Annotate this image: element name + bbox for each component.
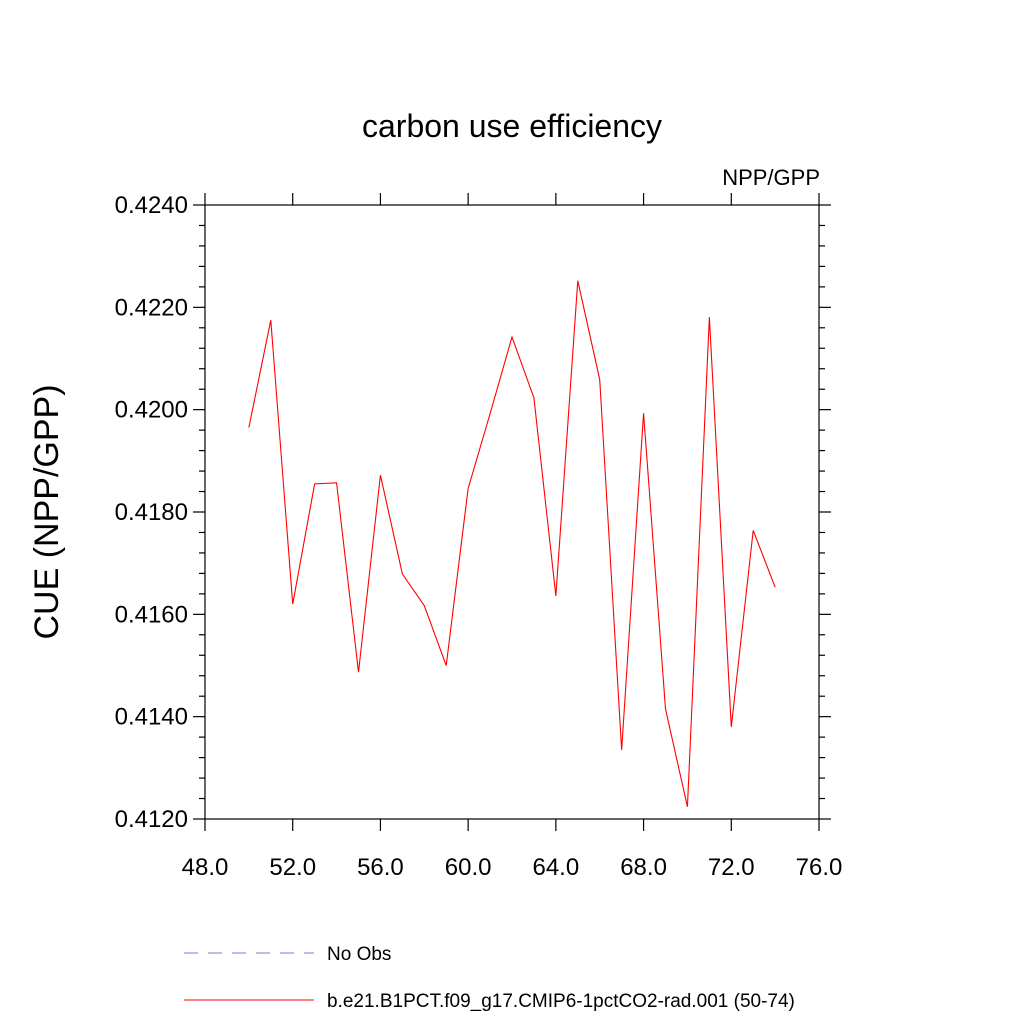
axis-ticks xyxy=(193,193,831,831)
x-tick-labels: 48.0 52.0 56.0 60.0 64.0 68.0 72.0 76.0 xyxy=(182,854,843,881)
plot-frame xyxy=(204,204,820,820)
y-axis-label: CUE (NPP/GPP) xyxy=(28,384,66,639)
x-tick-label: 56.0 xyxy=(357,854,404,881)
x-tick-label: 64.0 xyxy=(532,854,579,881)
x-tick-label: 76.0 xyxy=(796,854,843,881)
legend-label: No Obs xyxy=(327,944,391,965)
y-tick-labels: 0.4120 0.4140 0.4160 0.4180 0.4200 0.4220 0.42… xyxy=(115,192,188,833)
legend-label: b.e21.B1PCT.f09_g17.CMIP6-1pctCO2-rad.00… xyxy=(327,991,795,1012)
x-tick-label: 48.0 xyxy=(182,854,229,881)
chart-title: carbon use efficiency xyxy=(362,108,662,144)
series-lines xyxy=(248,280,776,807)
x-tick-label: 60.0 xyxy=(445,854,492,881)
y-tick-label: 0.4120 xyxy=(115,806,188,833)
y-tick-label: 0.4240 xyxy=(115,192,188,219)
series-line xyxy=(248,280,776,807)
y-tick-label: 0.4220 xyxy=(115,294,188,321)
y-tick-label: 0.4160 xyxy=(115,601,188,628)
legend: No Obs b.e21.B1PCT.f09_g17.CMIP6-1pctCO2-… xyxy=(184,944,795,1012)
y-tick-label: 0.4140 xyxy=(115,704,188,731)
x-tick-label: 52.0 xyxy=(269,854,316,881)
x-tick-label: 72.0 xyxy=(708,854,755,881)
y-tick-label: 0.4200 xyxy=(115,397,188,424)
y-tick-label: 0.4180 xyxy=(115,499,188,526)
chart-subtitle: NPP/GPP xyxy=(722,165,820,190)
x-tick-label: 68.0 xyxy=(620,854,667,881)
